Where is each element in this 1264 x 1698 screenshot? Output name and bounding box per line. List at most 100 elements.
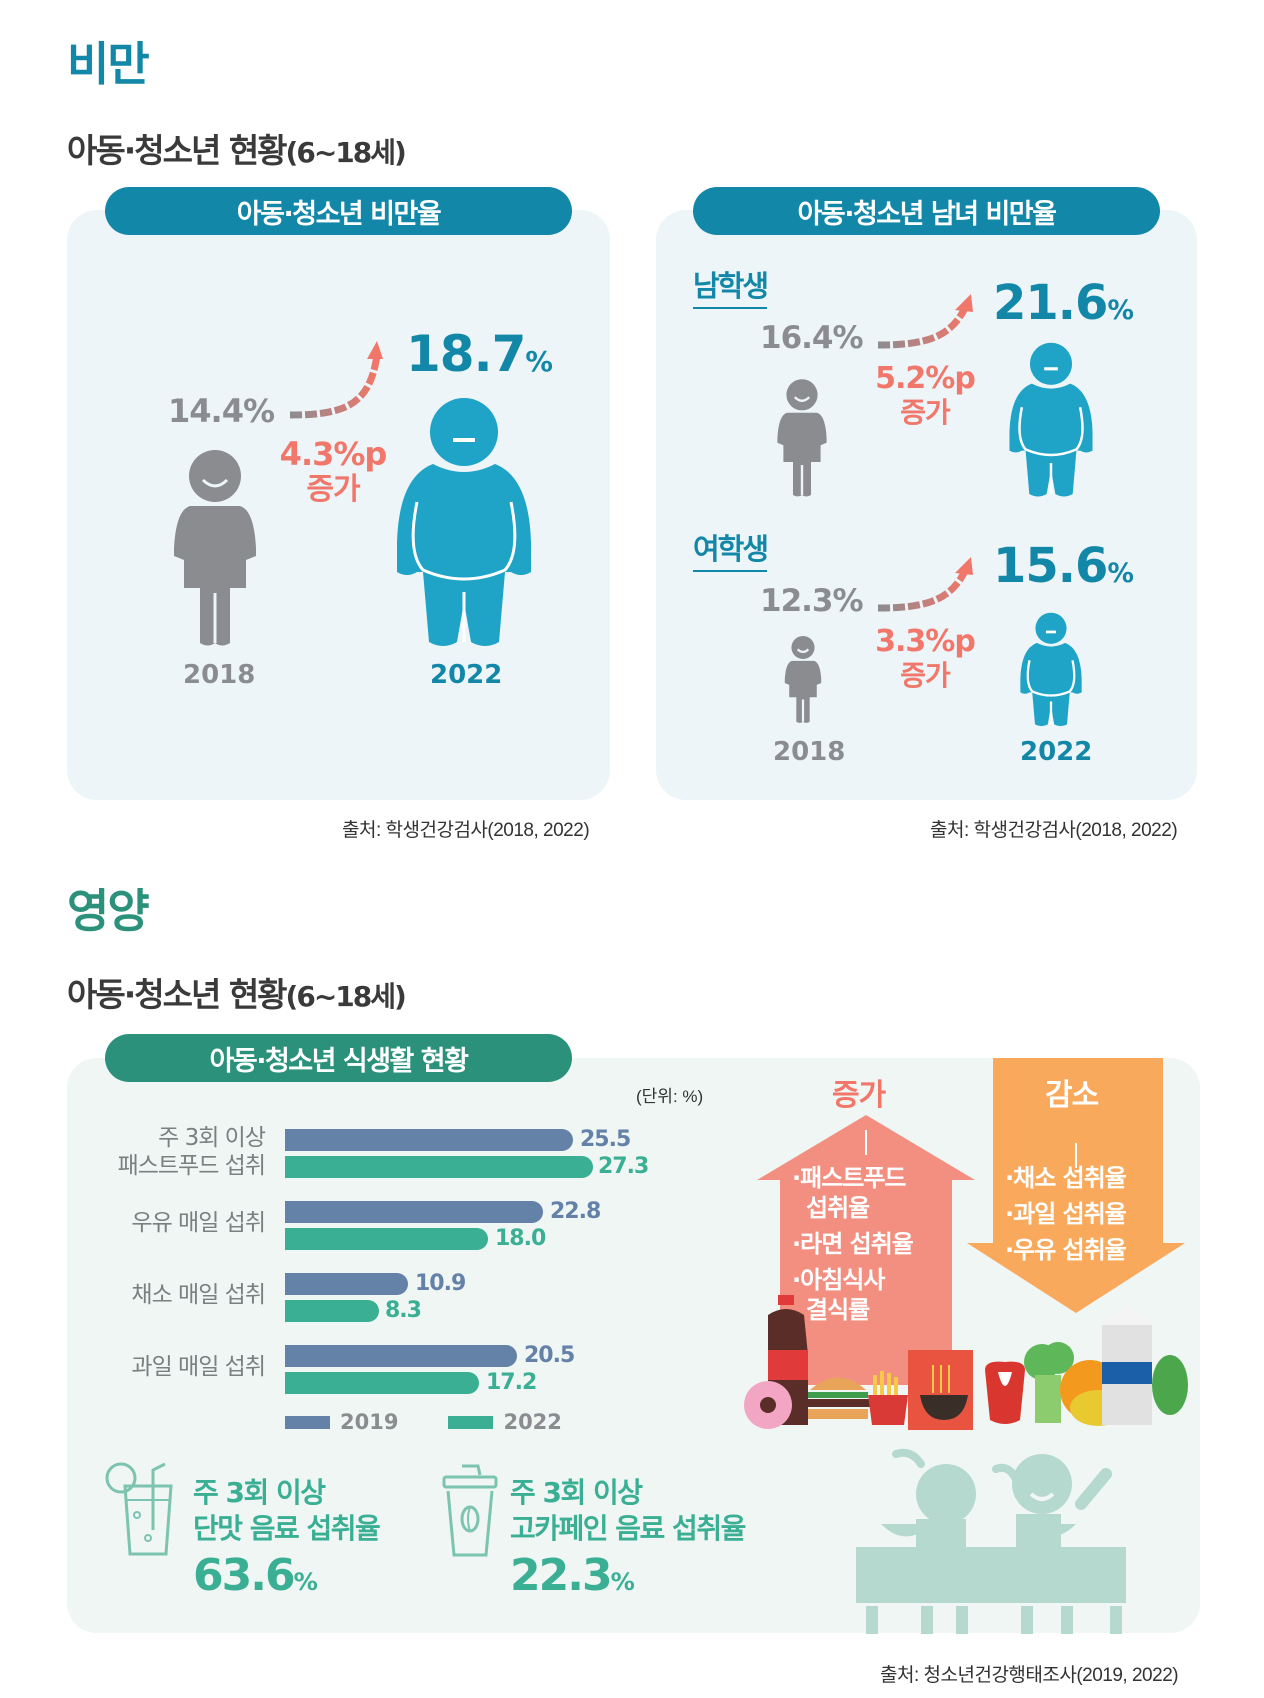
bar-value: 22.8: [550, 1199, 601, 1224]
bar-category-label: 과일 매일 섭취: [131, 1354, 266, 1380]
gender-year-2018: 2018: [773, 737, 846, 767]
legend-swatch-2019: [285, 1415, 330, 1429]
bar-value: 10.9: [415, 1271, 466, 1296]
decrease-title: 감소: [1045, 1078, 1099, 1113]
increase-label: 증가: [900, 395, 951, 429]
female-2022-value: 15.6%: [993, 538, 1134, 594]
decrease-item: ·우유 섭취율: [1005, 1236, 1127, 1264]
value-unit: %: [1107, 558, 1133, 589]
overall-obesity-pill: 아동·청소년 비만율: [105, 187, 572, 235]
overall-source: 출처: 학생건강검사(2018, 2022): [342, 820, 590, 841]
legend-label-2019: 2019: [340, 1410, 399, 1434]
female-increase: 3.3%p 증가: [870, 624, 980, 692]
kids-eating-illustration-icon: [856, 1448, 1126, 1634]
stat-line1: 주 3회 이상: [510, 1476, 643, 1509]
sweet-drink-stat: 주 3회 이상 단맛 음료 섭취율 63.6%: [193, 1475, 381, 1601]
value-unit: %: [610, 1567, 635, 1596]
value-unit: %: [1107, 295, 1133, 326]
bar-2022-milk: [285, 1228, 488, 1250]
chart-unit: (단위: %): [636, 1087, 704, 1106]
overall-2022-value: 18.7%: [406, 325, 553, 383]
section-title-obesity: 비만: [67, 37, 150, 91]
caffeine-drink-stat: 주 3회 이상 고카페인 음료 섭취율 22.3%: [510, 1475, 746, 1601]
coffee-cup-icon: [442, 1464, 498, 1557]
legend-label-2022: 2022: [503, 1410, 562, 1434]
value-number: 15.6: [993, 538, 1108, 594]
overall-year-2018: 2018: [183, 660, 256, 690]
stat-line2: 고카페인 음료 섭취율: [510, 1512, 746, 1546]
female-obese-figure-2022-icon: [1020, 612, 1082, 727]
bar-value: 20.5: [524, 1343, 575, 1368]
increase-item: ·아침식사: [792, 1266, 885, 1294]
overall-year-2022: 2022: [430, 660, 503, 690]
increase-item: 섭취율: [806, 1194, 870, 1222]
juice-glass-icon: [105, 1462, 173, 1556]
bar-2019-milk: [285, 1201, 543, 1223]
increase-item: ·패스트푸드: [792, 1164, 907, 1192]
decrease-item: ·채소 섭취율: [1005, 1164, 1127, 1192]
nutrition-source: 출처: 청소년건강행태조사(2019, 2022): [880, 1665, 1179, 1686]
subtitle-text: 아동·청소년 현황: [67, 975, 288, 1014]
increase-title: 증가: [832, 1078, 886, 1113]
stat-value: 63.6%: [193, 1550, 379, 1601]
male-increase: 5.2%p 증가: [870, 361, 980, 429]
value-number: 21.6: [993, 275, 1108, 331]
decrease-down-arrow-icon: [967, 1058, 1185, 1313]
child-figure-2018-icon: [174, 450, 256, 646]
bar-value: 8.3: [385, 1298, 422, 1323]
nutrition-subtitle: 아동·청소년 현황(6~18세): [67, 968, 407, 1016]
diet-bar-chart: 주 3회 이상 패스트푸드 섭취 25.5 27.3 우유 매일 섭취 22.8…: [90, 1120, 730, 1430]
bar-2022-vegetable: [285, 1300, 379, 1322]
overall-2018-value: 14.4%: [168, 392, 275, 430]
bar-2022-fastfood: [285, 1156, 593, 1178]
bar-value: 25.5: [580, 1127, 631, 1152]
decrease-items: ·채소 섭취율 ·과일 섭취율 ·우유 섭취율: [1005, 1160, 1127, 1268]
stat-line1: 주 3회 이상: [193, 1476, 326, 1509]
bar-2019-fruit: [285, 1345, 517, 1367]
increase-label: 증가: [306, 471, 360, 507]
stat-line2: 단맛 음료 섭취율: [193, 1512, 381, 1546]
value-number: 22.3: [510, 1549, 613, 1601]
increase-value: 3.3%p: [875, 624, 976, 659]
junk-food-illustration-icon: [744, 1295, 973, 1430]
decrease-item: ·과일 섭취율: [1005, 1200, 1127, 1228]
male-2022-value: 21.6%: [993, 275, 1134, 331]
increase-item: ·라면 섭취율: [792, 1230, 914, 1258]
bar-2019-vegetable: [285, 1273, 408, 1295]
increase-up-arrow-icon: [757, 1115, 975, 1385]
vegetables-milk-illustration-icon: [985, 1305, 1188, 1426]
bar-2022-fruit: [285, 1372, 479, 1394]
bar-category-label: 우유 매일 섭취: [131, 1210, 266, 1236]
bar-value: 27.3: [598, 1154, 649, 1179]
male-2018-value: 16.4%: [760, 320, 864, 356]
gender-year-2022: 2022: [1020, 737, 1093, 767]
subtitle-age: (6~18세): [285, 980, 407, 1013]
increase-item: 결식률: [806, 1296, 870, 1324]
female-increase-curve-arrow-icon: [877, 557, 973, 612]
label-line: 주 3회 이상: [158, 1125, 266, 1151]
gender-source: 출처: 학생건강검사(2018, 2022): [930, 820, 1178, 841]
legend-swatch-2022: [448, 1415, 494, 1429]
value-number: 63.6: [193, 1549, 296, 1601]
bar-2019-fastfood: [285, 1129, 573, 1151]
bar-value: 17.2: [486, 1370, 537, 1395]
increase-curve-arrow-icon: [289, 341, 383, 419]
bar-category-label: 채소 매일 섭취: [131, 1282, 266, 1308]
increase-items: ·패스트푸드 섭취율 ·라면 섭취율 ·아침식사 결식률: [792, 1160, 914, 1328]
female-figure-2018-icon: [784, 635, 822, 723]
value-unit: %: [293, 1567, 318, 1596]
subtitle-text: 아동·청소년 현황: [67, 131, 288, 170]
overall-increase: 4.3%p 증가: [278, 436, 388, 507]
bar-category-label: 주 3회 이상 패스트푸드 섭취: [90, 1125, 266, 1180]
male-obese-figure-2022-icon: [1009, 342, 1093, 497]
female-2018-value: 12.3%: [760, 583, 864, 619]
increase-value: 5.2%p: [875, 361, 976, 396]
female-label: 여학생: [693, 526, 769, 572]
label-line: 패스트푸드 섭취: [117, 1152, 266, 1179]
gender-obesity-pill: 아동·청소년 남녀 비만율: [693, 187, 1160, 235]
increase-label: 증가: [900, 658, 951, 692]
male-increase-curve-arrow-icon: [877, 294, 973, 349]
increase-value: 4.3%p: [279, 435, 388, 473]
subtitle-age: (6~18세): [285, 136, 407, 169]
value-number: 18.7: [406, 325, 526, 383]
